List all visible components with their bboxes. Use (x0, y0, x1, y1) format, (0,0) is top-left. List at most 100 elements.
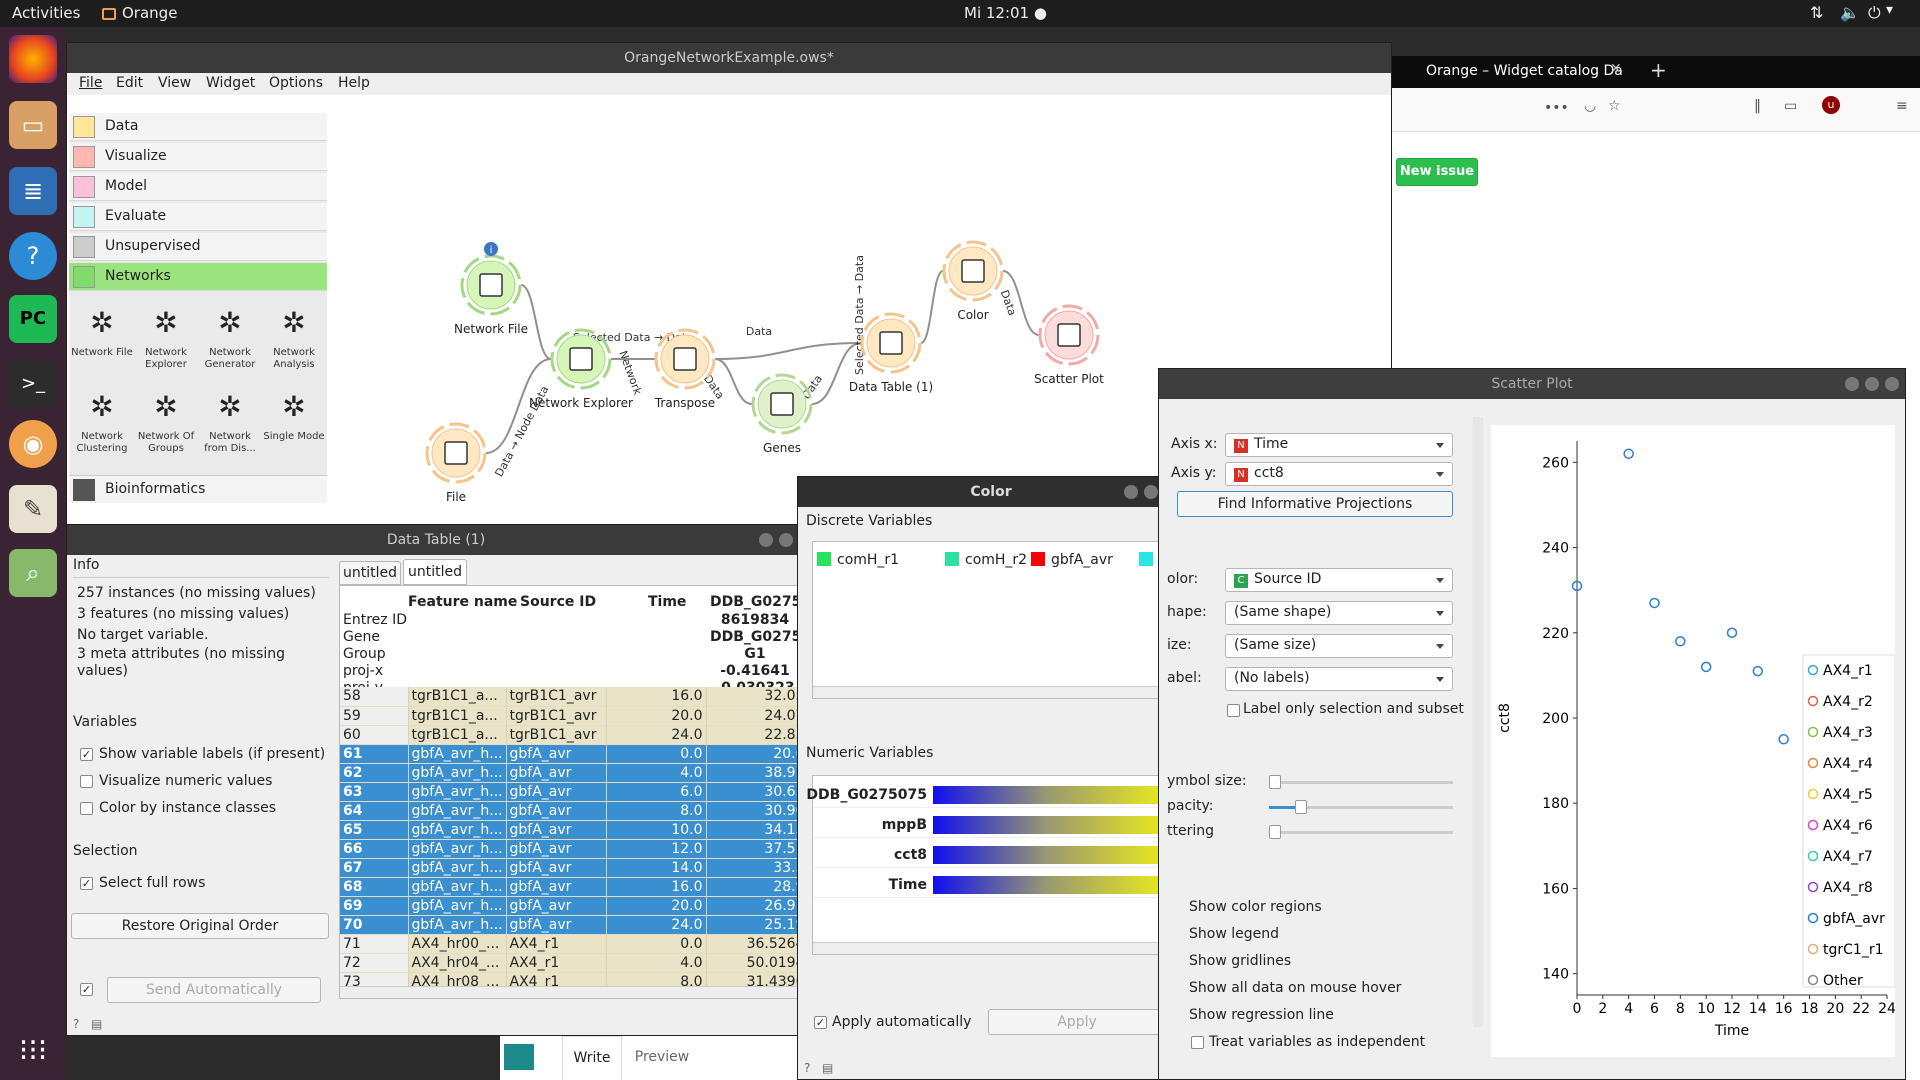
table-row[interactable]: 64 gbfA_avr_h... gbfA_avr 8.0 30.90 (340, 801, 805, 821)
table-cell[interactable]: gbfA_avr (506, 763, 607, 783)
sidebar-icon[interactable]: ▭ (1784, 98, 1798, 114)
table-row[interactable]: 67 gbfA_avr_h... gbfA_avr 14.0 33.5 (340, 858, 805, 878)
slider-handle[interactable] (1295, 800, 1307, 814)
maximize-icon[interactable] (1865, 377, 1879, 391)
clock[interactable]: Mi 12:01 ● (964, 4, 1047, 22)
table-cell[interactable]: tgrB1C1_avr (506, 706, 607, 726)
table-cell[interactable]: gbfA_avr (506, 877, 607, 897)
table-cell[interactable]: gbfA_avr (506, 820, 607, 840)
data-point[interactable] (1623, 448, 1634, 460)
table-cell[interactable]: AX4_hr04_... (408, 953, 507, 973)
help-icon[interactable]: ? (9, 232, 57, 280)
node-label[interactable]: Color (957, 308, 988, 322)
color-select[interactable]: C Source ID (1225, 568, 1453, 592)
table-cell[interactable]: AX4_r1 (506, 953, 607, 973)
table-cell[interactable]: 10.0 (606, 820, 707, 840)
table-row[interactable]: 65 gbfA_avr_h... gbfA_avr 10.0 34.15 (340, 820, 805, 840)
discrete-value-comh_r2[interactable]: comH_r2 (945, 552, 1027, 568)
label-select[interactable]: (No labels) (1225, 667, 1453, 691)
node-label[interactable]: Network File (454, 322, 528, 336)
table-row[interactable]: 70 gbfA_avr_h... gbfA_avr 24.0 25.19 (340, 915, 805, 935)
table-cell[interactable]: tgrB1C1_a... (408, 725, 507, 745)
show-variable-labels-checkbox[interactable]: ✓ (80, 748, 93, 761)
menu-widget[interactable]: Widget (206, 75, 256, 91)
preview-tab[interactable]: Preview (634, 1049, 690, 1065)
workflow-link[interactable] (714, 342, 862, 360)
table-cell[interactable]: AX4_hr00_... (408, 934, 507, 954)
scatter-plot-area[interactable]: 0 2 4 6 8 10 12 14 16 18 20 22 241401601802002202402… (1491, 425, 1895, 1057)
data-point[interactable] (1778, 734, 1789, 745)
maximize-icon[interactable] (1144, 485, 1158, 499)
discrete-value-gbfa_avr[interactable]: gbfA_avr (1031, 552, 1113, 568)
option-treat-independent[interactable]: Treat variables as independent (1189, 1029, 1425, 1056)
new-tab-icon[interactable]: + (1650, 58, 1667, 82)
menu-edit[interactable]: Edit (116, 75, 144, 91)
menu-view[interactable]: View (158, 75, 192, 91)
col-header-feature[interactable]: Feature name (408, 594, 518, 610)
table-row[interactable]: 58 tgrB1C1_a... tgrB1C1_avr 16.0 32.03 (340, 687, 805, 707)
category-networks[interactable]: Networks (69, 263, 327, 291)
table-cell[interactable]: 70 (340, 915, 409, 935)
data-point[interactable] (1726, 627, 1738, 639)
table-row[interactable]: 62 gbfA_avr_h... gbfA_avr 4.0 38.97 (340, 763, 805, 783)
minimize-icon[interactable] (1124, 485, 1138, 499)
table-cell[interactable]: 16.0 (606, 877, 707, 897)
table-row[interactable]: 68 gbfA_avr_h... gbfA_avr 16.0 28.9 (340, 877, 805, 897)
table-cell[interactable]: 34.15 (706, 820, 805, 840)
maximize-icon[interactable] (779, 533, 793, 547)
data-point[interactable] (1700, 661, 1712, 673)
treat-independent-checkbox[interactable] (1191, 1036, 1204, 1049)
workflow-link[interactable] (920, 270, 944, 344)
table-cell[interactable]: gbfA_avr (506, 801, 607, 821)
find-projections-button[interactable]: Find Informative Projections (1177, 491, 1453, 517)
col-header-gene[interactable]: DDB_G027507 (710, 594, 805, 610)
activities-button[interactable]: Activities (12, 4, 81, 22)
slider-handle[interactable] (1269, 825, 1281, 839)
apply-button[interactable]: Apply (988, 1009, 1166, 1035)
report-icon[interactable]: ▤ (822, 1061, 834, 1075)
toolbox-widget[interactable]: ✲ Single Mode (263, 383, 325, 465)
table-cell[interactable]: 26.91 (706, 896, 805, 916)
show-apps-icon[interactable]: ⁝⁝⁝ (18, 1033, 48, 1068)
table-cell[interactable]: 58 (340, 687, 409, 707)
toolbox-widget[interactable]: ✲ Network File (71, 299, 133, 381)
bookmark-icon[interactable]: ☆ (1608, 98, 1621, 114)
table-cell[interactable]: gbfA_avr (506, 896, 607, 916)
color-by-classes-checkbox[interactable] (80, 802, 93, 815)
color-swatch[interactable] (945, 552, 959, 566)
table-cell[interactable]: 67 (340, 858, 409, 878)
table-cell[interactable]: gbfA_avr_h... (408, 896, 507, 916)
option-show-gridlines[interactable]: Show gridlines (1189, 953, 1292, 969)
horizontal-scrollbar[interactable] (813, 686, 1165, 698)
data-point[interactable] (1649, 597, 1660, 609)
toolbox-widget[interactable]: ✲ Network Analysis (263, 299, 325, 381)
table-row[interactable]: 63 gbfA_avr_h... gbfA_avr 6.0 30.65 (340, 782, 805, 802)
table-cell[interactable]: gbfA_avr (506, 782, 607, 802)
gradient-palette[interactable] (933, 846, 1163, 864)
chevron-down-icon[interactable]: ▾ (1886, 2, 1894, 18)
node-label[interactable]: Transpose (654, 396, 715, 410)
color-swatch[interactable] (817, 552, 831, 566)
node-label[interactable]: Network Explorer (529, 396, 633, 410)
table-cell[interactable]: 60 (340, 725, 409, 745)
orange-icon[interactable]: ◉ (9, 420, 57, 468)
numeric-var-row[interactable]: mppB (813, 812, 1165, 838)
discrete-value-comh_r1[interactable]: comH_r1 (817, 552, 899, 568)
table-cell[interactable]: tgrB1C1_a... (408, 706, 507, 726)
table-cell[interactable]: 63 (340, 782, 409, 802)
table-row[interactable]: 72 AX4_hr04_... AX4_r1 4.0 50.0194 (340, 953, 805, 973)
table-row[interactable]: 60 tgrB1C1_a... tgrB1C1_avr 24.0 22.83 (340, 725, 805, 745)
apply-auto-checkbox[interactable]: ✓ (814, 1016, 827, 1029)
numeric-var-row[interactable]: cct8 (813, 842, 1165, 868)
help-icon[interactable]: ? (804, 1061, 811, 1075)
slider-handle[interactable] (1269, 775, 1281, 789)
option-show-all-data[interactable]: Show all data on mouse hover (1189, 980, 1402, 996)
table-cell[interactable]: gbfA_avr_h... (408, 820, 507, 840)
numeric-var-row[interactable]: DDB_G0275075 (806, 782, 1165, 808)
symbol-size-slider[interactable] (1269, 781, 1453, 784)
data-point[interactable] (1571, 580, 1583, 592)
table-cell[interactable]: gbfA_avr (506, 915, 607, 935)
